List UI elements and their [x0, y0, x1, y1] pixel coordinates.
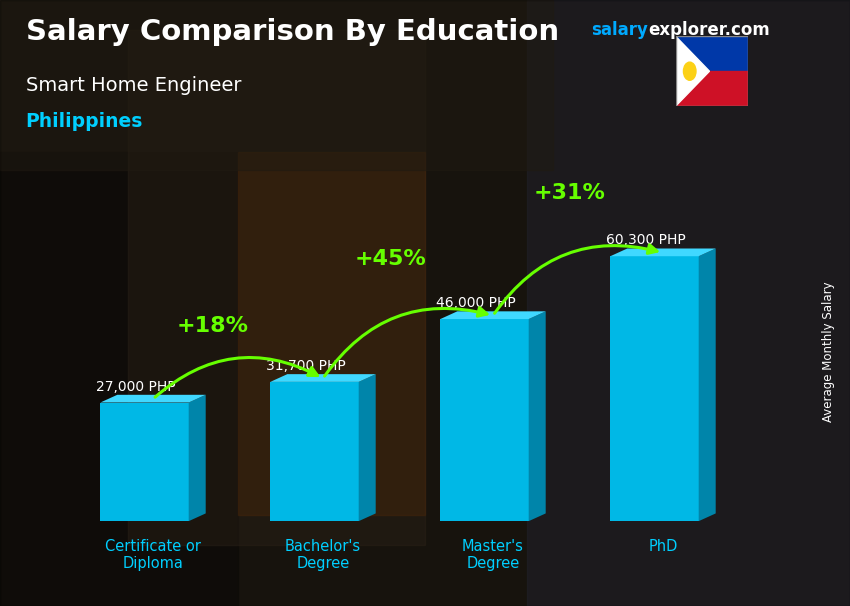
Polygon shape: [359, 374, 376, 521]
Text: +18%: +18%: [177, 316, 248, 336]
Bar: [128, 30, 425, 545]
FancyBboxPatch shape: [100, 402, 189, 521]
Text: +45%: +45%: [355, 249, 427, 269]
Text: explorer.com: explorer.com: [649, 21, 770, 39]
FancyBboxPatch shape: [440, 319, 529, 521]
Text: 27,000 PHP: 27,000 PHP: [96, 380, 176, 394]
Polygon shape: [699, 248, 716, 521]
Text: Philippines: Philippines: [26, 112, 143, 131]
Bar: [527, 0, 850, 606]
FancyBboxPatch shape: [270, 382, 359, 521]
Text: 31,700 PHP: 31,700 PHP: [266, 359, 346, 373]
Bar: [676, 36, 748, 72]
Polygon shape: [440, 311, 546, 319]
Bar: [0, 152, 238, 606]
Circle shape: [683, 62, 696, 80]
FancyArrowPatch shape: [155, 358, 318, 397]
Text: +31%: +31%: [534, 183, 605, 203]
Polygon shape: [610, 248, 716, 256]
Polygon shape: [676, 36, 710, 106]
Text: PhD: PhD: [649, 539, 677, 554]
Text: Smart Home Engineer: Smart Home Engineer: [26, 76, 241, 95]
Text: Bachelor's
Degree: Bachelor's Degree: [285, 539, 361, 571]
Text: Salary Comparison By Education: Salary Comparison By Education: [26, 18, 558, 46]
FancyArrowPatch shape: [325, 308, 487, 376]
Bar: [0, 0, 552, 170]
FancyArrowPatch shape: [495, 245, 657, 313]
Text: 46,000 PHP: 46,000 PHP: [436, 296, 516, 310]
Bar: [676, 72, 748, 106]
FancyBboxPatch shape: [610, 256, 699, 521]
Polygon shape: [529, 311, 546, 521]
Polygon shape: [189, 395, 206, 521]
Bar: [238, 152, 425, 515]
Text: salary: salary: [591, 21, 648, 39]
Text: Master's
Degree: Master's Degree: [462, 539, 524, 571]
Polygon shape: [270, 374, 376, 382]
Text: 60,300 PHP: 60,300 PHP: [606, 233, 686, 247]
Text: Certificate or
Diploma: Certificate or Diploma: [105, 539, 201, 571]
Text: Average Monthly Salary: Average Monthly Salary: [822, 281, 836, 422]
Polygon shape: [100, 395, 206, 402]
